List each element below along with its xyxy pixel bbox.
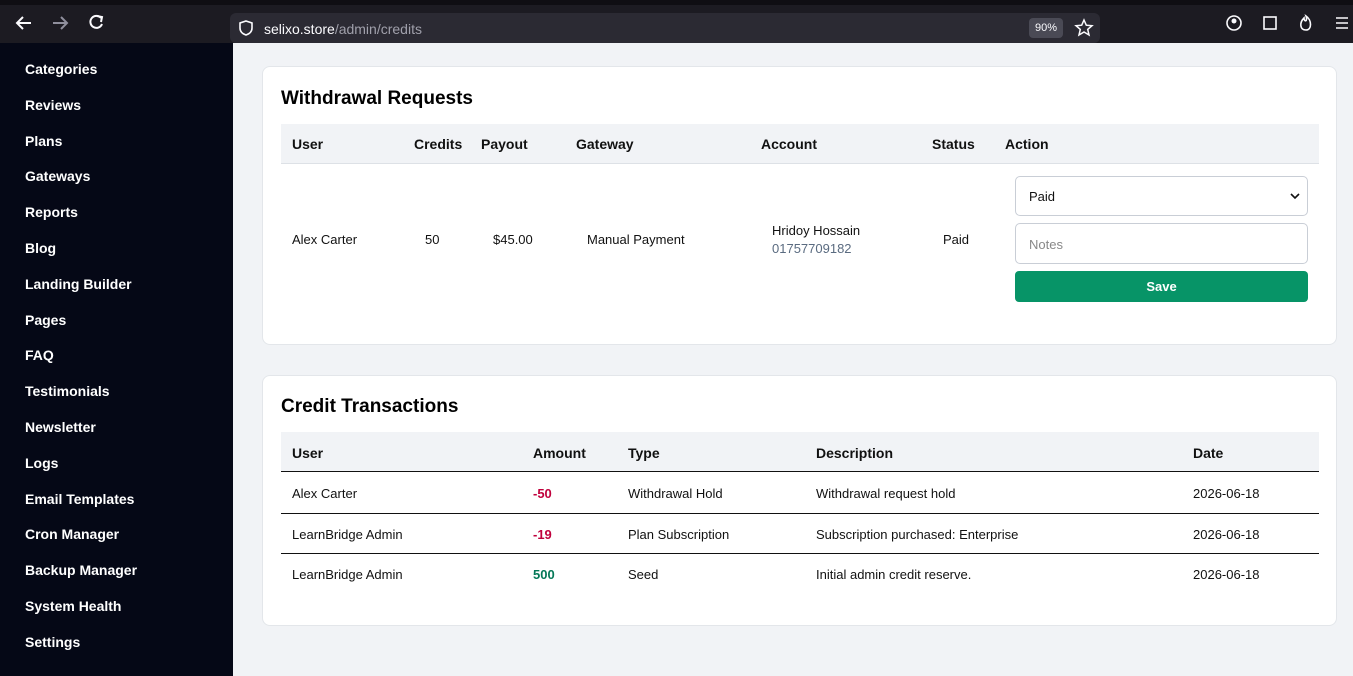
column-header: Description (816, 445, 894, 461)
table-header (281, 124, 1319, 164)
sidebar-link[interactable]: Testimonials (25, 383, 110, 400)
cell: 2026-06-18 (1193, 486, 1260, 501)
row-divider (281, 512, 1319, 514)
cell: Withdrawal request hold (816, 486, 956, 501)
cell: LearnBridge Admin (292, 567, 403, 582)
save-button[interactable]: Save (1015, 271, 1308, 302)
sidebar: Categories Reviews Plans Gateways Reports Blo… (0, 43, 233, 676)
chevron (1290, 193, 1300, 200)
column-header: Date (1193, 445, 1224, 461)
url-bar[interactable]: selixo.store/admin/credits 90% (230, 13, 1100, 43)
column-header: Status (932, 136, 975, 152)
cell: Initial admin credit reserve. (816, 567, 972, 582)
card-title: Credit Transactions (281, 396, 459, 417)
column-header: Credits (414, 136, 463, 152)
sidebar-link[interactable]: Backup Manager (25, 562, 138, 579)
status-select[interactable]: Paid (1015, 176, 1308, 216)
cell-account-number: 01757709182 (772, 241, 852, 256)
sidebar-link[interactable]: Logs (25, 454, 59, 471)
sidebar-link[interactable]: Landing Builder (25, 275, 132, 292)
bookmark-star[interactable] (1074, 18, 1094, 38)
column-header: User (292, 136, 324, 152)
card-title: Withdrawal Requests (281, 88, 473, 109)
cell-payout: $45.00 (493, 232, 533, 247)
url: selixo.store/admin/credits (264, 21, 422, 37)
column-header: User (292, 445, 324, 461)
sidebar-link[interactable]: Plans (25, 132, 63, 149)
withdrawal-card: Withdrawal Requests User Credits Payout Gat… (262, 66, 1337, 345)
sidebar-link[interactable]: Reviews (25, 96, 82, 113)
sidebar-link[interactable]: Cron Manager (25, 526, 120, 543)
cell-user: Alex Carter (292, 232, 358, 247)
cell-credits: 50 (425, 232, 440, 247)
sidebar-link[interactable]: Categories (25, 61, 98, 77)
cell: Plan Subscription (628, 526, 730, 542)
sidebar-link[interactable]: Pages (25, 311, 67, 328)
column-header: Account (761, 136, 817, 152)
toolbar-icons[interactable] (1220, 10, 1353, 40)
sidebar-link[interactable]: Blog (25, 240, 57, 256)
column-header: Gateway (576, 136, 634, 152)
transactions-card: Credit Transactions User Amount Type Descri… (262, 375, 1337, 626)
cell-status: Paid (943, 232, 970, 247)
row-divider (281, 553, 1319, 554)
cell: Seed (628, 567, 659, 582)
browser-toolbar: selixo.store/admin/credits 90% (0, 0, 1353, 43)
notes-input[interactable]: Notes (1015, 223, 1308, 264)
save-label: Save (1146, 279, 1177, 294)
url-path: /admin/credits (334, 21, 422, 37)
zoom-indicator[interactable]: 90% (1029, 18, 1063, 38)
sidebar-link[interactable]: FAQ (25, 347, 54, 364)
column-header: Action (1005, 136, 1049, 152)
cell-gateway: Manual Payment (587, 232, 685, 247)
cell: LearnBridge Admin (292, 526, 403, 542)
sidebar-link[interactable]: Reports (25, 204, 78, 221)
cell: -50 (533, 486, 552, 501)
sidebar-link[interactable]: Settings (25, 633, 81, 650)
cell: -19 (533, 526, 552, 542)
cell: 500 (533, 567, 555, 582)
cell: 2026-06-18 (1193, 567, 1260, 582)
shield-icon (239, 20, 253, 36)
sidebar-link[interactable]: Gateways (25, 168, 91, 185)
cell: Alex Carter (292, 486, 358, 501)
nav-buttons[interactable] (0, 5, 120, 43)
cell-account-name: Hridoy Hossain (772, 223, 861, 238)
sidebar-link[interactable]: Newsletter (25, 419, 96, 435)
sidebar-link[interactable]: System Health (25, 598, 122, 614)
table-header (281, 432, 1319, 472)
select-value: Paid (1029, 189, 1056, 204)
notes-placeholder: Notes (1029, 237, 1063, 252)
column-header: Type (628, 445, 660, 461)
cell: Subscription purchased: Enterprise (816, 526, 1019, 542)
column-header: Payout (481, 136, 528, 152)
url-host: selixo.store (264, 21, 335, 37)
sidebar-link[interactable]: Email Templates (25, 490, 135, 507)
cell: 2026-06-18 (1193, 526, 1260, 542)
column-header: Amount (533, 445, 586, 461)
cell: Withdrawal Hold (628, 486, 723, 501)
